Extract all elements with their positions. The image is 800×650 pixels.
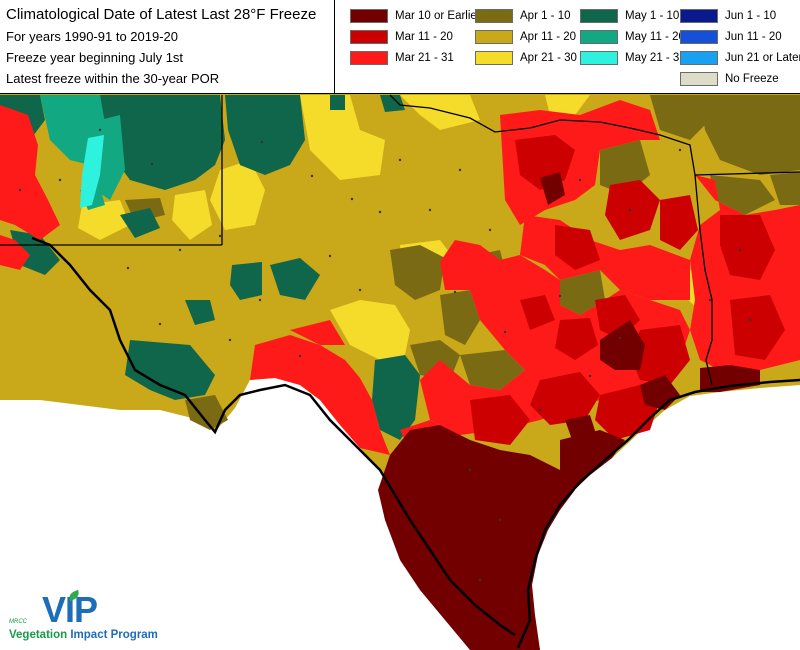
legend: Mar 10 or Earlier Mar 11 - 20 Mar 21 - 3… xyxy=(335,0,800,94)
legend-item-jun-1-10: Jun 1 - 10 xyxy=(680,8,776,24)
legend-item-may-21-31: May 21 - 31 xyxy=(580,50,686,66)
map-subtitle-freeze-year: Freeze year beginning July 1st xyxy=(6,50,184,65)
texas-mexico-border xyxy=(31,236,516,637)
legend-item-mar-11-20: Mar 11 - 20 xyxy=(350,29,453,45)
legend-swatch xyxy=(475,51,513,65)
program-word-rest: Impact Program xyxy=(70,629,158,641)
gulf-coastline xyxy=(516,378,800,649)
state-borders xyxy=(0,94,800,386)
legend-swatch xyxy=(350,9,388,23)
mrcc-logo-text: MRCC xyxy=(9,619,27,625)
mexico-land xyxy=(0,378,538,650)
legend-swatch xyxy=(350,51,388,65)
legend-item-apr-1-10: Apr 1 - 10 xyxy=(475,8,571,24)
legend-item-jun-11-20: Jun 11 - 20 xyxy=(680,29,782,45)
station-dots xyxy=(18,128,752,582)
zone-may-21-31 xyxy=(80,135,104,208)
legend-swatch xyxy=(580,30,618,44)
legend-item-no-freeze: No Freeze xyxy=(680,71,779,87)
vip-logo: MRCC VIP Vegetation Impact Program xyxy=(2,589,167,648)
legend-label: Mar 11 - 20 xyxy=(395,31,453,43)
legend-item-apr-11-20: Apr 11 - 20 xyxy=(475,29,576,45)
legend-swatch xyxy=(475,30,513,44)
legend-label: Jun 21 or Later xyxy=(725,52,800,64)
legend-label: May 11 - 20 xyxy=(625,31,685,43)
legend-label: No Freeze xyxy=(725,73,779,85)
legend-item-jun-21-or-later: Jun 21 or Later xyxy=(680,50,800,66)
legend-swatch xyxy=(680,9,718,23)
title-block: Climatological Date of Latest Last 28°F … xyxy=(0,0,335,94)
map-subtitle-years: For years 1990-91 to 2019-20 xyxy=(6,29,178,44)
legend-swatch xyxy=(580,51,618,65)
legend-item-mar-10-or-earlier: Mar 10 or Earlier xyxy=(350,8,481,24)
map-title: Climatological Date of Latest Last 28°F … xyxy=(6,6,317,23)
legend-label: Apr 1 - 10 xyxy=(520,10,571,22)
legend-label: May 21 - 31 xyxy=(625,52,686,64)
gulf-water xyxy=(528,385,800,650)
legend-item-may-11-20: May 11 - 20 xyxy=(580,29,685,45)
legend-swatch xyxy=(475,9,513,23)
legend-label: Mar 21 - 31 xyxy=(395,52,454,64)
zone-may-1-10 xyxy=(0,95,420,440)
legend-label: Jun 1 - 10 xyxy=(725,10,777,22)
map-subtitle-por: Latest freeze within the 30-year POR xyxy=(6,71,220,86)
legend-swatch xyxy=(680,30,718,44)
legend-label: Mar 10 or Earlier xyxy=(395,10,481,22)
legend-item-apr-21-30: Apr 21 - 30 xyxy=(475,50,577,66)
legend-swatch xyxy=(350,30,388,44)
legend-item-mar-21-31: Mar 21 - 31 xyxy=(350,50,454,66)
legend-label: Apr 11 - 20 xyxy=(520,31,577,43)
legend-swatch xyxy=(680,51,718,65)
vip-program-name: Vegetation Impact Program xyxy=(9,629,158,641)
legend-label: Apr 21 - 30 xyxy=(520,52,577,64)
legend-swatch xyxy=(580,9,618,23)
legend-swatch xyxy=(680,72,718,86)
legend-label: May 1 - 10 xyxy=(625,10,680,22)
program-word-vegetation: Vegetation xyxy=(9,629,68,641)
zone-mar-10-or-earlier xyxy=(378,172,760,650)
legend-item-may-1-10: May 1 - 10 xyxy=(580,8,679,24)
legend-label: Jun 11 - 20 xyxy=(725,31,782,43)
zone-apr-1-10 xyxy=(125,95,800,430)
